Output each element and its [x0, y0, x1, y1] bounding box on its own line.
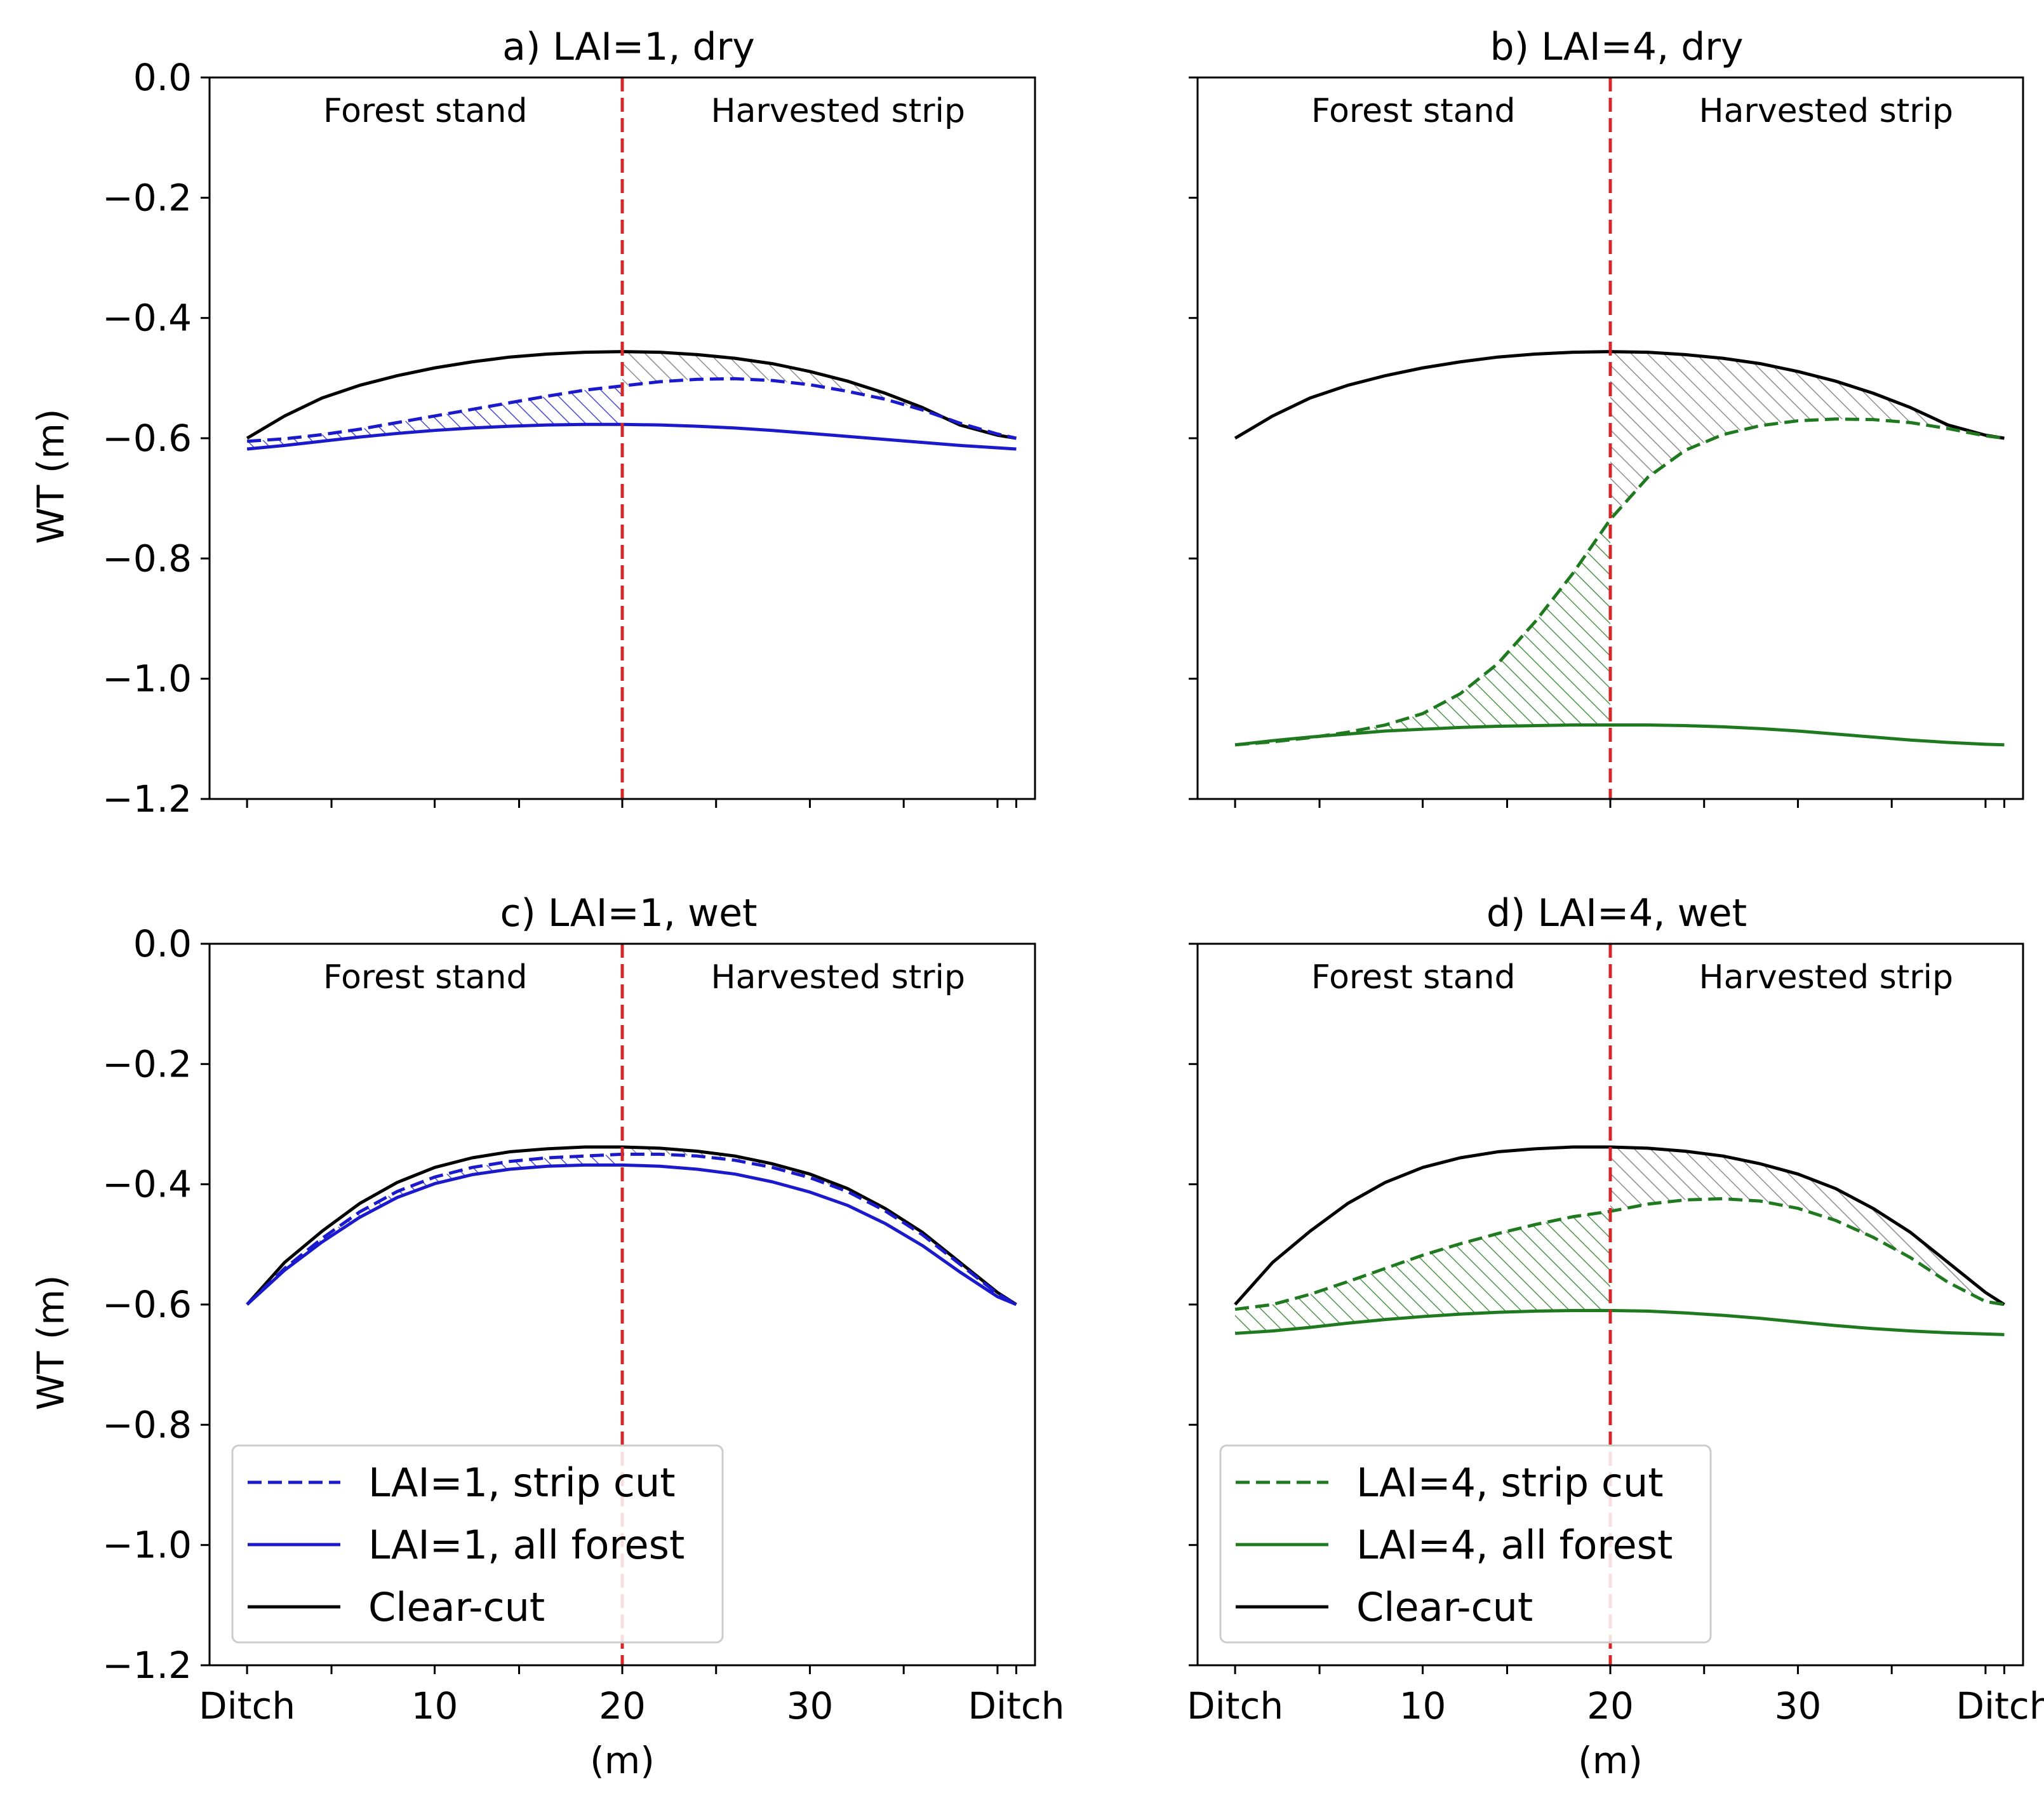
region-label-harvested-strip: Harvested strip — [711, 92, 965, 130]
x-tick-label: 30 — [1775, 1684, 1822, 1728]
series-line-clear-cut — [246, 350, 1017, 440]
x-tick-label: Ditch — [1187, 1684, 1283, 1728]
y-axis-label: WT (m) — [29, 1275, 72, 1411]
y-tick-label: −1.2 — [102, 777, 192, 821]
panel-title: c) LAI=1, wet — [500, 891, 757, 936]
y-tick-label: 0.0 — [133, 922, 192, 965]
series-line-lai-1-strip-cut — [246, 377, 1017, 443]
region-label-forest-stand: Forest stand — [323, 92, 527, 130]
panel-c: c) LAI=1, wet Forest stand Harvested strip… — [29, 891, 1065, 1782]
legend: LAI=4, strip cut LAI=4, all forest Clear-c… — [1219, 1444, 1712, 1644]
legend-label: LAI=1, all forest — [368, 1522, 685, 1568]
plot-area — [246, 1145, 1017, 1306]
panel-b: b) LAI=4, dry Forest stand Harvested strip — [1189, 25, 2024, 808]
region-label-harvested-strip: Harvested strip — [1699, 958, 1953, 996]
series-line-lai-1-all-forest — [246, 422, 1017, 451]
legend-box — [231, 1444, 724, 1644]
y-tick-label: −0.6 — [102, 417, 192, 460]
legend-label: LAI=4, all forest — [1356, 1522, 1673, 1568]
hatch-harvested-strip — [1610, 351, 2005, 520]
x-tick-label: 10 — [1399, 1684, 1446, 1728]
y-tick-label: −0.8 — [102, 1403, 192, 1446]
y-tick-label: 0.0 — [133, 56, 192, 99]
y-tick-label: −0.2 — [102, 1042, 192, 1085]
legend-label: LAI=1, strip cut — [368, 1459, 676, 1506]
legend-label: Clear-cut — [368, 1584, 545, 1630]
hatch-forest-stand — [1235, 519, 1610, 745]
legend: LAI=1, strip cut LAI=1, all forest Clear-c… — [231, 1444, 724, 1644]
x-tick-label: Ditch — [968, 1684, 1064, 1728]
panel-title: b) LAI=4, dry — [1490, 25, 1744, 69]
panel-d: d) LAI=4, wet Forest stand Harvested strip… — [1187, 891, 2044, 1782]
x-tick-label: 10 — [411, 1684, 458, 1728]
series-line-lai-4-strip-cut — [1234, 417, 2005, 747]
hatch-forest-stand — [1235, 1211, 1610, 1334]
hatch-harvested-strip — [1610, 1146, 2005, 1305]
region-label-forest-stand: Forest stand — [323, 958, 527, 996]
plot-area — [1234, 1145, 2005, 1336]
series-line-lai-1-strip-cut — [246, 1152, 1017, 1306]
x-axis-label: (m) — [590, 1739, 655, 1782]
x-tick-label: 30 — [787, 1684, 834, 1728]
x-tick-label: 20 — [1587, 1684, 1634, 1728]
y-tick-label: −0.6 — [102, 1283, 192, 1326]
hatch-harvested-strip — [622, 351, 1017, 438]
panel-title: a) LAI=1, dry — [502, 25, 755, 69]
x-tick-label: 20 — [599, 1684, 646, 1728]
hatch-harvested-strip — [622, 1146, 1017, 1305]
region-label-forest-stand: Forest stand — [1311, 958, 1515, 996]
plot-area — [246, 350, 1017, 451]
y-tick-label: −0.2 — [102, 176, 192, 219]
series-line-lai-4-strip-cut — [1234, 1197, 2005, 1312]
y-tick-label: −0.8 — [102, 537, 192, 580]
region-label-forest-stand: Forest stand — [1311, 92, 1515, 130]
x-axis-label: (m) — [1578, 1739, 1643, 1782]
y-tick-label: −0.4 — [102, 297, 192, 340]
region-label-harvested-strip: Harvested strip — [711, 958, 965, 996]
series-line-lai-4-all-forest — [1234, 1308, 2005, 1336]
legend-label: Clear-cut — [1356, 1584, 1533, 1630]
series-line-clear-cut — [1234, 350, 2005, 440]
series-line-clear-cut — [1234, 1145, 2005, 1306]
legend-label: LAI=4, strip cut — [1356, 1459, 1664, 1506]
x-tick-label: Ditch — [1956, 1684, 2044, 1728]
panel-a: a) LAI=1, dry Forest stand Harvested strip… — [29, 25, 1036, 821]
x-tick-label: Ditch — [199, 1684, 295, 1728]
series-line-lai-4-all-forest — [1234, 723, 2005, 747]
region-label-harvested-strip: Harvested strip — [1699, 92, 1953, 130]
panel-title: d) LAI=4, wet — [1486, 891, 1747, 936]
series-line-lai-1-all-forest — [246, 1163, 1017, 1306]
y-tick-label: −1.0 — [102, 1524, 192, 1567]
y-tick-label: −1.0 — [102, 657, 192, 701]
plot-area — [1234, 350, 2005, 747]
y-axis-label: WT (m) — [29, 409, 72, 544]
y-tick-label: −1.2 — [102, 1644, 192, 1687]
y-tick-label: −0.4 — [102, 1163, 192, 1206]
series-line-clear-cut — [246, 1145, 1017, 1306]
legend-box — [1219, 1444, 1712, 1644]
